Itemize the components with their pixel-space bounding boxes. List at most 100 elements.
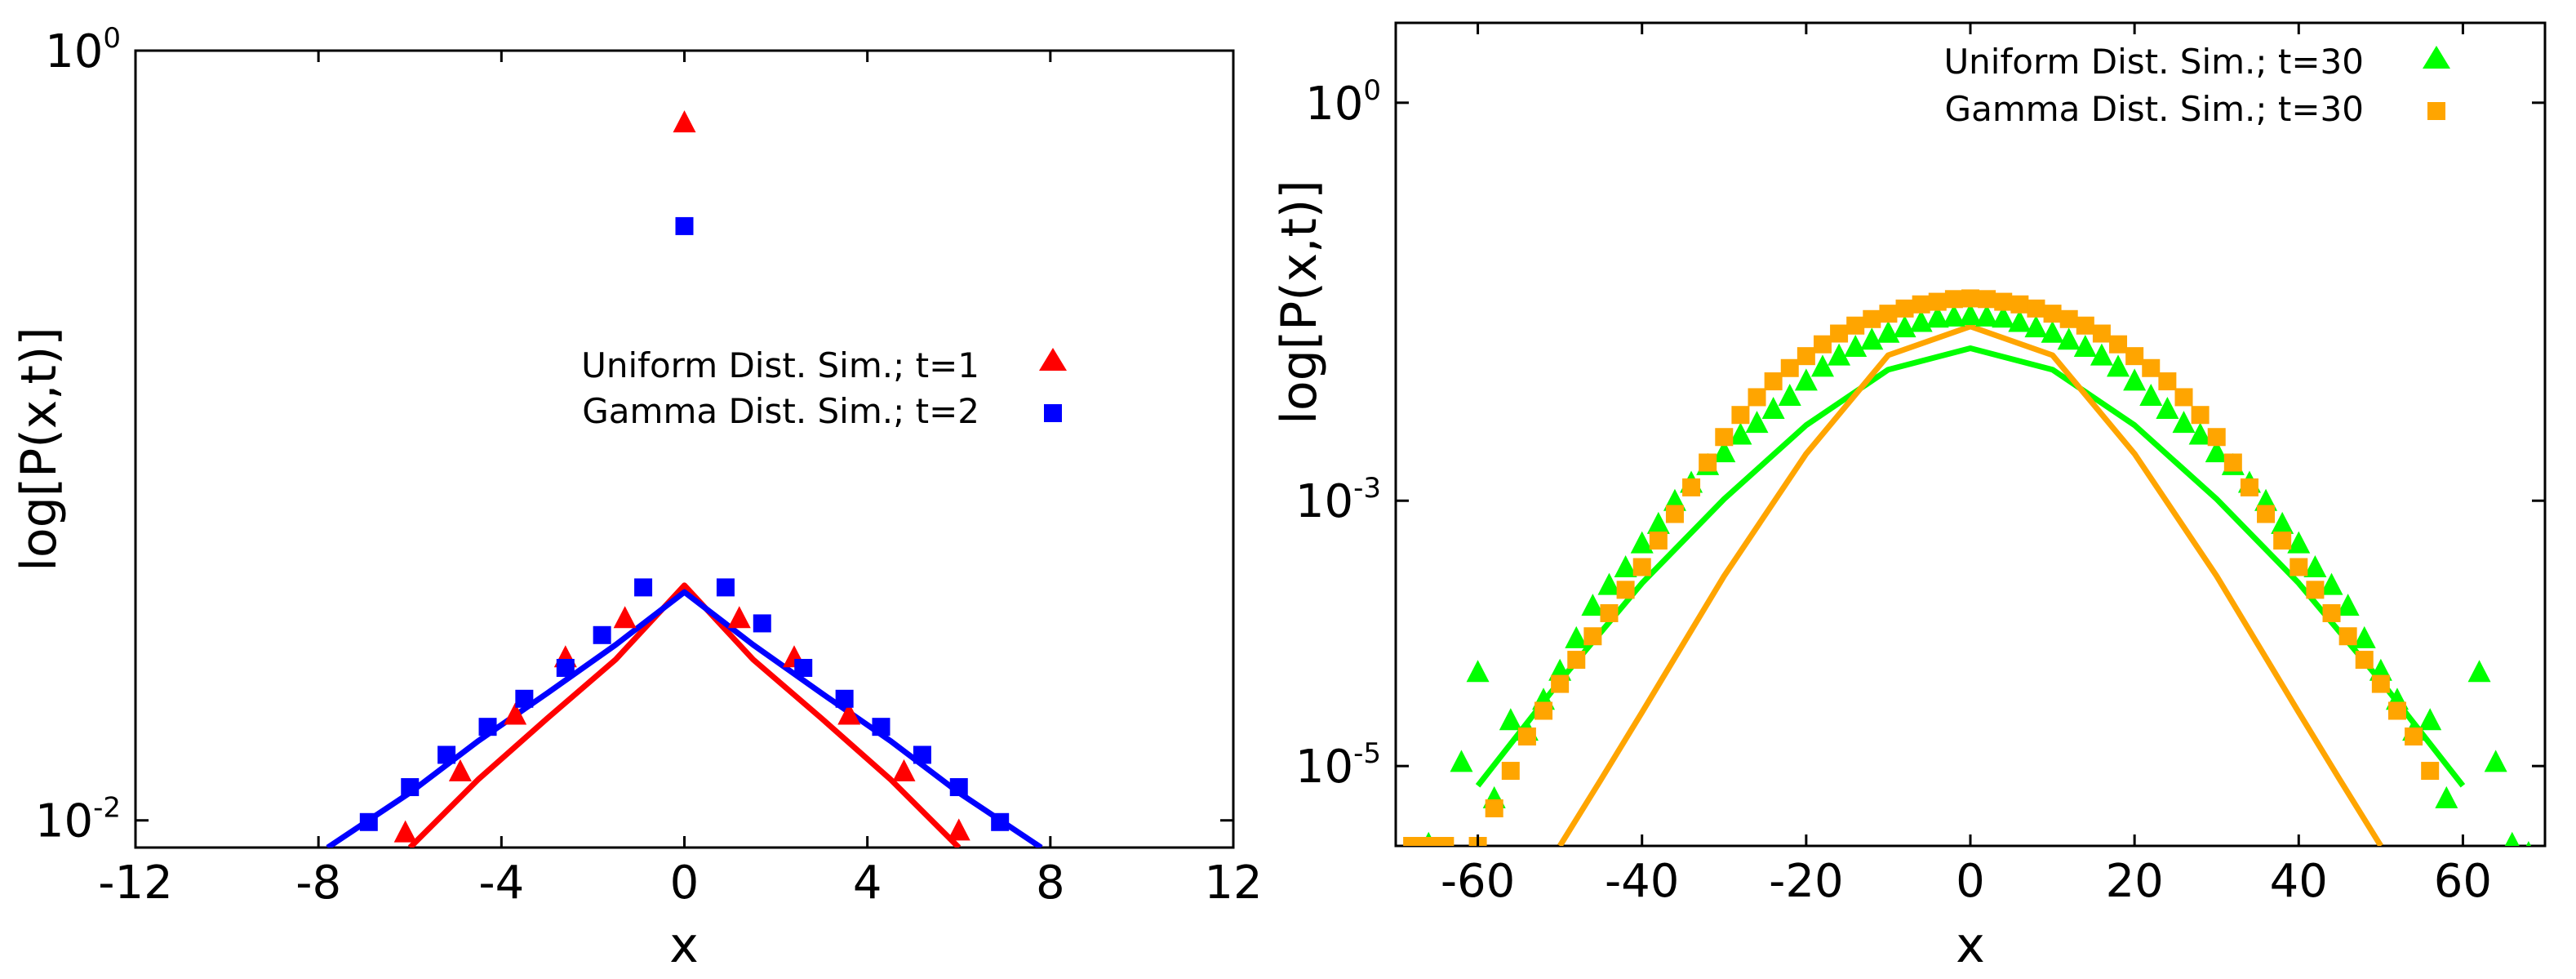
right-series-1-point — [1912, 295, 1930, 314]
left-x-axis-title: x — [669, 917, 699, 974]
right-series-0-point — [1778, 383, 1801, 406]
right-series-0-point — [1614, 554, 1637, 577]
right-series-1-point — [1715, 428, 1734, 447]
right-series-0-point — [2435, 785, 2458, 808]
right-series-1-point — [2405, 727, 2423, 745]
left-series-0-point — [504, 702, 527, 725]
right-series-1-point — [2355, 651, 2374, 670]
left-y-tick-label: 10-2 — [35, 792, 121, 848]
right-series-1-point — [2273, 532, 2292, 550]
left-fit-lines — [326, 582, 1043, 848]
right-series-1-point — [2306, 581, 2325, 599]
right-series-1-point — [2322, 603, 2341, 622]
right-legend-marker-uniform — [2423, 46, 2450, 69]
right-x-tick-label: -40 — [1605, 855, 1679, 908]
left-series-0-point — [448, 759, 472, 781]
left-plot-frame — [134, 49, 1235, 849]
right-series-1-point — [1649, 532, 1668, 550]
left-x-tick-label: -12 — [98, 857, 172, 910]
right-series-1-point — [2092, 324, 2111, 343]
left-x-tick-label: 4 — [853, 857, 882, 910]
right-series-0-point — [1646, 511, 1670, 534]
right-x-tick-label: -20 — [1769, 855, 1843, 908]
left-y-axis-title: log[P(x,t)] — [11, 327, 68, 571]
right-series-1-point — [2257, 505, 2276, 523]
right-series-0-point — [2205, 440, 2228, 463]
right-x-axis-title: x — [1956, 917, 1985, 974]
right-series-0-point — [2123, 368, 2147, 391]
right-y-ticks: 100 10-3 10-5 — [1295, 74, 2545, 794]
right-series-1-point — [2223, 453, 2242, 472]
right-series-1-point — [1895, 299, 1914, 318]
right-series-1-point — [2387, 701, 2406, 720]
right-series-1-point — [2174, 388, 2193, 407]
left-x-tick-label: -8 — [295, 857, 341, 910]
right-series-0-point — [1630, 531, 1654, 554]
left-series-1-point — [478, 718, 497, 736]
right-series-0-point — [2172, 411, 2196, 434]
right-data-points — [1403, 289, 2531, 846]
right-series-0-point — [1925, 305, 1949, 328]
right-series-1-point — [1797, 347, 1815, 366]
left-series-1-point — [593, 625, 611, 644]
right-series-1-point — [2125, 347, 2144, 366]
left-series-0-point — [727, 606, 751, 629]
left-series-0-point — [892, 759, 916, 781]
right-series-1-point — [2421, 762, 2440, 781]
right-series-1-point — [1813, 335, 1832, 354]
right-series-1-point — [2191, 406, 2210, 425]
right-series-0-point — [2287, 531, 2311, 554]
right-legend-label-uniform: Uniform Dist. Sim.; t=30 — [1943, 42, 2364, 82]
right-series-0-point — [1712, 440, 1736, 463]
left-series-1-point — [716, 578, 735, 597]
right-series-1-point — [1517, 727, 1536, 745]
right-series-0-point — [1597, 572, 1621, 595]
right-series-1-point — [1600, 603, 1619, 622]
right-series-1-point — [1879, 305, 1898, 323]
right-series-1-point — [2158, 372, 2177, 391]
right-plot-frame — [1394, 21, 2547, 848]
right-series-0-point — [2090, 343, 2113, 366]
right-series-0-point — [1565, 625, 1588, 648]
right-series-0-point — [1450, 750, 1473, 772]
right-series-1-point — [1583, 627, 1602, 646]
right-series-1-point — [1764, 372, 1783, 391]
left-series-0-point — [947, 818, 970, 841]
right-series-1-point — [1501, 762, 1520, 781]
left-legend-marker-uniform — [1039, 348, 1067, 371]
right-series-0-point — [2156, 396, 2179, 419]
right-y-tick-label: 10-5 — [1295, 737, 1381, 794]
right-series-0-point — [2525, 841, 2531, 846]
right-y-tick-label: 100 — [1305, 74, 1381, 131]
left-series-1-point — [913, 745, 931, 764]
right-series-0-point — [2352, 625, 2376, 648]
right-fit-line-0 — [1475, 345, 2466, 788]
left-series-0-point — [837, 702, 861, 725]
right-series-1-point — [2338, 627, 2357, 646]
right-x-tick-label: 20 — [2106, 855, 2164, 908]
right-series-1-point — [1863, 309, 1881, 328]
right-x-ticks: -60 -40 -20 0 20 40 60 — [1441, 23, 2492, 908]
right-series-1-point — [2027, 299, 2045, 318]
right-fit-line-1 — [1557, 323, 2383, 846]
right-series-0-point — [2303, 554, 2327, 577]
left-series-1-point — [835, 689, 854, 708]
right-series-1-point — [1436, 837, 1455, 846]
right-series-0-point — [1844, 335, 1868, 358]
right-series-1-point — [1780, 358, 1799, 377]
left-series-1-point — [949, 778, 968, 797]
right-series-1-point — [1403, 837, 1422, 846]
right-series-0-point — [1975, 304, 1999, 327]
right-series-1-point — [2371, 674, 2390, 693]
left-series-1-point — [401, 778, 420, 797]
right-series-1-point — [1748, 388, 1766, 407]
left-series-1-point — [872, 718, 890, 736]
right-series-0-point — [1959, 303, 1982, 326]
right-x-tick-label: 0 — [1956, 855, 1985, 908]
right-series-0-point — [1499, 708, 1522, 731]
left-series-1-point — [515, 689, 534, 708]
right-series-0-point — [2057, 327, 2081, 350]
left-x-ticks: -12 -8 -4 0 4 8 12 — [98, 51, 1263, 910]
right-series-0-point — [1828, 343, 1851, 366]
